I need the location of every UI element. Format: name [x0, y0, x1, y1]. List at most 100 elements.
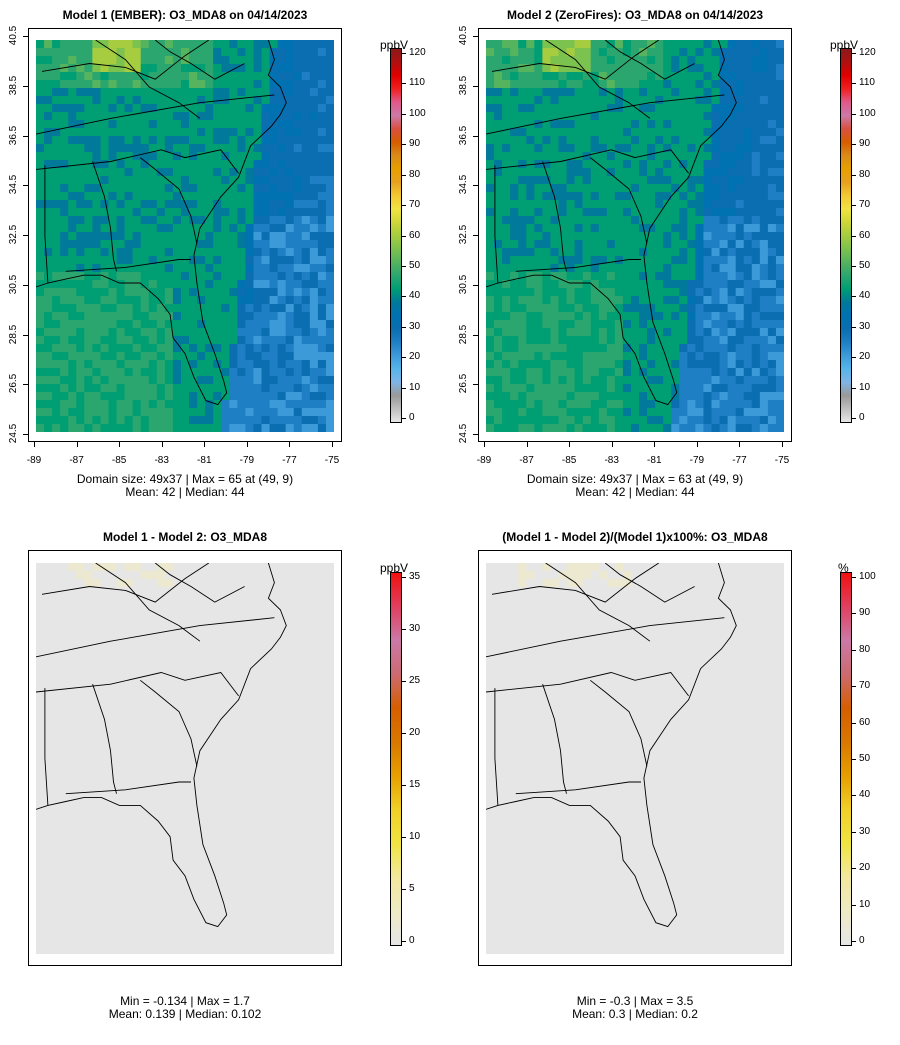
map-heatmap	[36, 40, 334, 432]
stats-text: Domain size: 49x37 | Max = 63 at (49, 9)…	[527, 473, 743, 499]
y-tick-mark	[23, 334, 28, 336]
colorbar-tick-label: 5	[409, 883, 415, 894]
stats-line2: Mean: 0.139 | Median: 0.102	[108, 1007, 262, 1021]
y-tick-label: 28.5	[8, 324, 20, 344]
x-tick-mark	[161, 442, 163, 447]
state-boundary	[92, 684, 117, 794]
x-tick-mark	[782, 442, 783, 447]
colorbar-tick-mark	[852, 113, 856, 115]
state-boundary	[95, 563, 201, 642]
state-boundary	[36, 40, 287, 406]
colorbar-tick-label: 20	[409, 727, 421, 738]
state-boundary	[36, 617, 275, 658]
colorbar-tick-mark	[852, 296, 856, 298]
y-tick-label: 30.5	[8, 274, 20, 294]
colorbar-tick-mark	[852, 904, 856, 906]
y-tick-label: 38.5	[8, 75, 20, 95]
x-tick-label: -89	[476, 455, 492, 466]
x-tick-label: -81	[197, 455, 212, 466]
stats-line2: Mean: 42 | Median: 44	[125, 485, 245, 499]
x-tick-mark	[34, 442, 35, 447]
x-tick-label: -79	[689, 455, 705, 466]
stats-text: Min = -0.134 | Max = 1.7 Mean: 0.139 | Me…	[109, 995, 262, 1021]
y-tick-label: 36.5	[8, 125, 20, 145]
y-tick-label: 32.5	[8, 224, 20, 245]
colorbar-tick-label: 15	[409, 779, 421, 790]
stats-line1: Domain size: 49x37 | Max = 63 at (49, 9)	[526, 472, 744, 486]
colorbar	[840, 48, 852, 423]
colorbar-tick-mark	[852, 174, 856, 176]
state-boundary	[590, 157, 648, 244]
colorbar-tick-mark	[852, 722, 856, 724]
colorbar-tick-label: 50	[859, 259, 871, 271]
x-tick-mark	[119, 442, 121, 447]
colorbar-tick-label: 50	[409, 259, 421, 271]
y-tick-label: 34.5	[458, 175, 470, 195]
colorbar-tick-label: 110	[409, 77, 425, 89]
colorbar-tick-mark	[852, 577, 856, 578]
panel-title: Model 1 (EMBER): O3_MDA8 on 04/14/2023	[62, 8, 308, 22]
y-tick-mark	[473, 334, 478, 336]
x-tick-mark	[654, 442, 656, 447]
y-tick-mark	[23, 135, 28, 137]
state-boundary	[41, 563, 210, 603]
colorbar-tick-mark	[402, 387, 406, 389]
state-boundary	[486, 40, 737, 406]
colorbar-tick-label: 80	[859, 168, 871, 180]
stats-line2: Mean: 42 | Median: 44	[575, 485, 695, 499]
state-boundary	[486, 671, 689, 697]
colorbar-tick-mark	[852, 235, 856, 237]
colorbar-tick-mark	[402, 296, 406, 298]
colorbar-tick-mark	[402, 837, 406, 838]
state-boundary	[545, 563, 651, 642]
map-heatmap	[486, 40, 784, 432]
x-tick-mark	[611, 442, 613, 447]
colorbar-tick-mark	[852, 265, 856, 267]
state-boundary	[494, 688, 499, 806]
stats-line2: Mean: 0.3 | Median: 0.2	[572, 1007, 698, 1021]
colorbar-tick-mark	[402, 941, 406, 942]
y-tick-mark	[473, 284, 478, 286]
colorbar-tick-mark	[402, 235, 406, 237]
state-boundary	[36, 671, 239, 697]
x-tick-mark	[246, 442, 248, 447]
y-tick-mark	[473, 434, 478, 435]
colorbar-tick-label: 30	[409, 320, 421, 332]
state-boundary	[542, 684, 567, 794]
state-boundary	[486, 94, 725, 135]
colorbar-tick-mark	[402, 733, 406, 734]
x-tick-label: -81	[647, 455, 662, 466]
colorbar-tick-label: 80	[859, 643, 871, 655]
state-boundary	[604, 40, 695, 80]
colorbar-tick-mark	[402, 681, 406, 682]
x-tick-label: -85	[561, 455, 577, 466]
stats-line1: Min = -0.3 | Max = 3.5	[576, 994, 694, 1008]
state-boundary	[36, 94, 275, 135]
colorbar-tick-mark	[402, 418, 406, 419]
colorbar-tick-label: 0	[409, 412, 415, 423]
colorbar-tick-label: 100	[859, 571, 876, 582]
colorbar-tick-mark	[852, 831, 856, 833]
x-tick-mark	[484, 442, 485, 447]
state-boundary	[92, 161, 117, 272]
colorbar-tick-mark	[852, 144, 856, 146]
y-tick-label: 30.5	[458, 274, 470, 294]
y-tick-label: 36.5	[458, 125, 470, 145]
colorbar-tick-label: 0	[859, 412, 865, 423]
colorbar-tick-mark	[402, 205, 406, 207]
y-tick-mark	[473, 135, 478, 137]
colorbar	[840, 572, 852, 946]
y-tick-label: 24.5	[8, 423, 20, 444]
state-boundary	[140, 679, 198, 767]
y-tick-label: 38.5	[458, 75, 470, 95]
state-boundary	[515, 781, 641, 795]
y-tick-label: 34.5	[8, 175, 20, 195]
x-tick-label: -75	[324, 455, 340, 466]
colorbar-tick-label: 30	[859, 825, 871, 837]
y-tick-label: 28.5	[458, 324, 470, 344]
map-heatmap	[486, 563, 784, 954]
x-tick-label: -87	[69, 455, 84, 466]
x-tick-label: -87	[519, 455, 534, 466]
state-boundary	[604, 563, 695, 603]
colorbar-tick-mark	[852, 649, 856, 651]
